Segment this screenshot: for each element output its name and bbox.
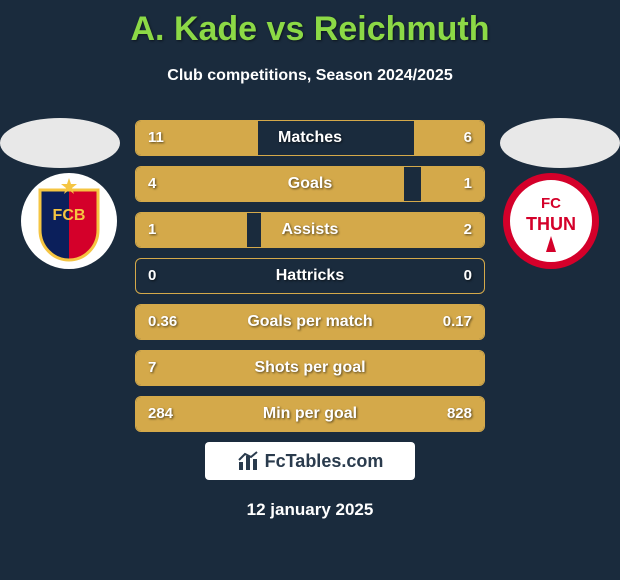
subtitle: Club competitions, Season 2024/2025 [0, 67, 620, 85]
stat-row: 41Goals [135, 166, 485, 202]
footer-date: 12 january 2025 [0, 500, 620, 520]
stat-label: Min per goal [136, 397, 484, 431]
brand-logo: FcTables.com [205, 442, 415, 480]
shield-icon: FCB [20, 172, 118, 270]
svg-text:THUN: THUN [526, 214, 576, 234]
stat-label: Goals [136, 167, 484, 201]
stat-label: Matches [136, 121, 484, 155]
stat-row: 12Assists [135, 212, 485, 248]
stat-row: 116Matches [135, 120, 485, 156]
club-badge-right: FC THUN [502, 172, 600, 270]
stat-row: 0.360.17Goals per match [135, 304, 485, 340]
stat-row: 7Shots per goal [135, 350, 485, 386]
svg-text:FC: FC [541, 195, 561, 212]
chart-icon [237, 450, 259, 472]
player-silhouette-left [0, 118, 120, 168]
svg-text:FCB: FCB [53, 207, 86, 224]
stat-label: Hattricks [136, 259, 484, 293]
brand-text: FcTables.com [265, 451, 384, 472]
stat-label: Assists [136, 213, 484, 247]
player-silhouette-right [500, 118, 620, 168]
shield-icon: FC THUN [502, 172, 600, 270]
stat-row: 00Hattricks [135, 258, 485, 294]
stats-container: 116Matches 41Goals 12Assists 00Hattricks 0.3… [135, 120, 485, 442]
stat-row: 284828Min per goal [135, 396, 485, 432]
club-badge-left: FCB [20, 172, 118, 270]
stat-label: Goals per match [136, 305, 484, 339]
page-title: A. Kade vs Reichmuth [0, 0, 620, 49]
stat-label: Shots per goal [136, 351, 484, 385]
